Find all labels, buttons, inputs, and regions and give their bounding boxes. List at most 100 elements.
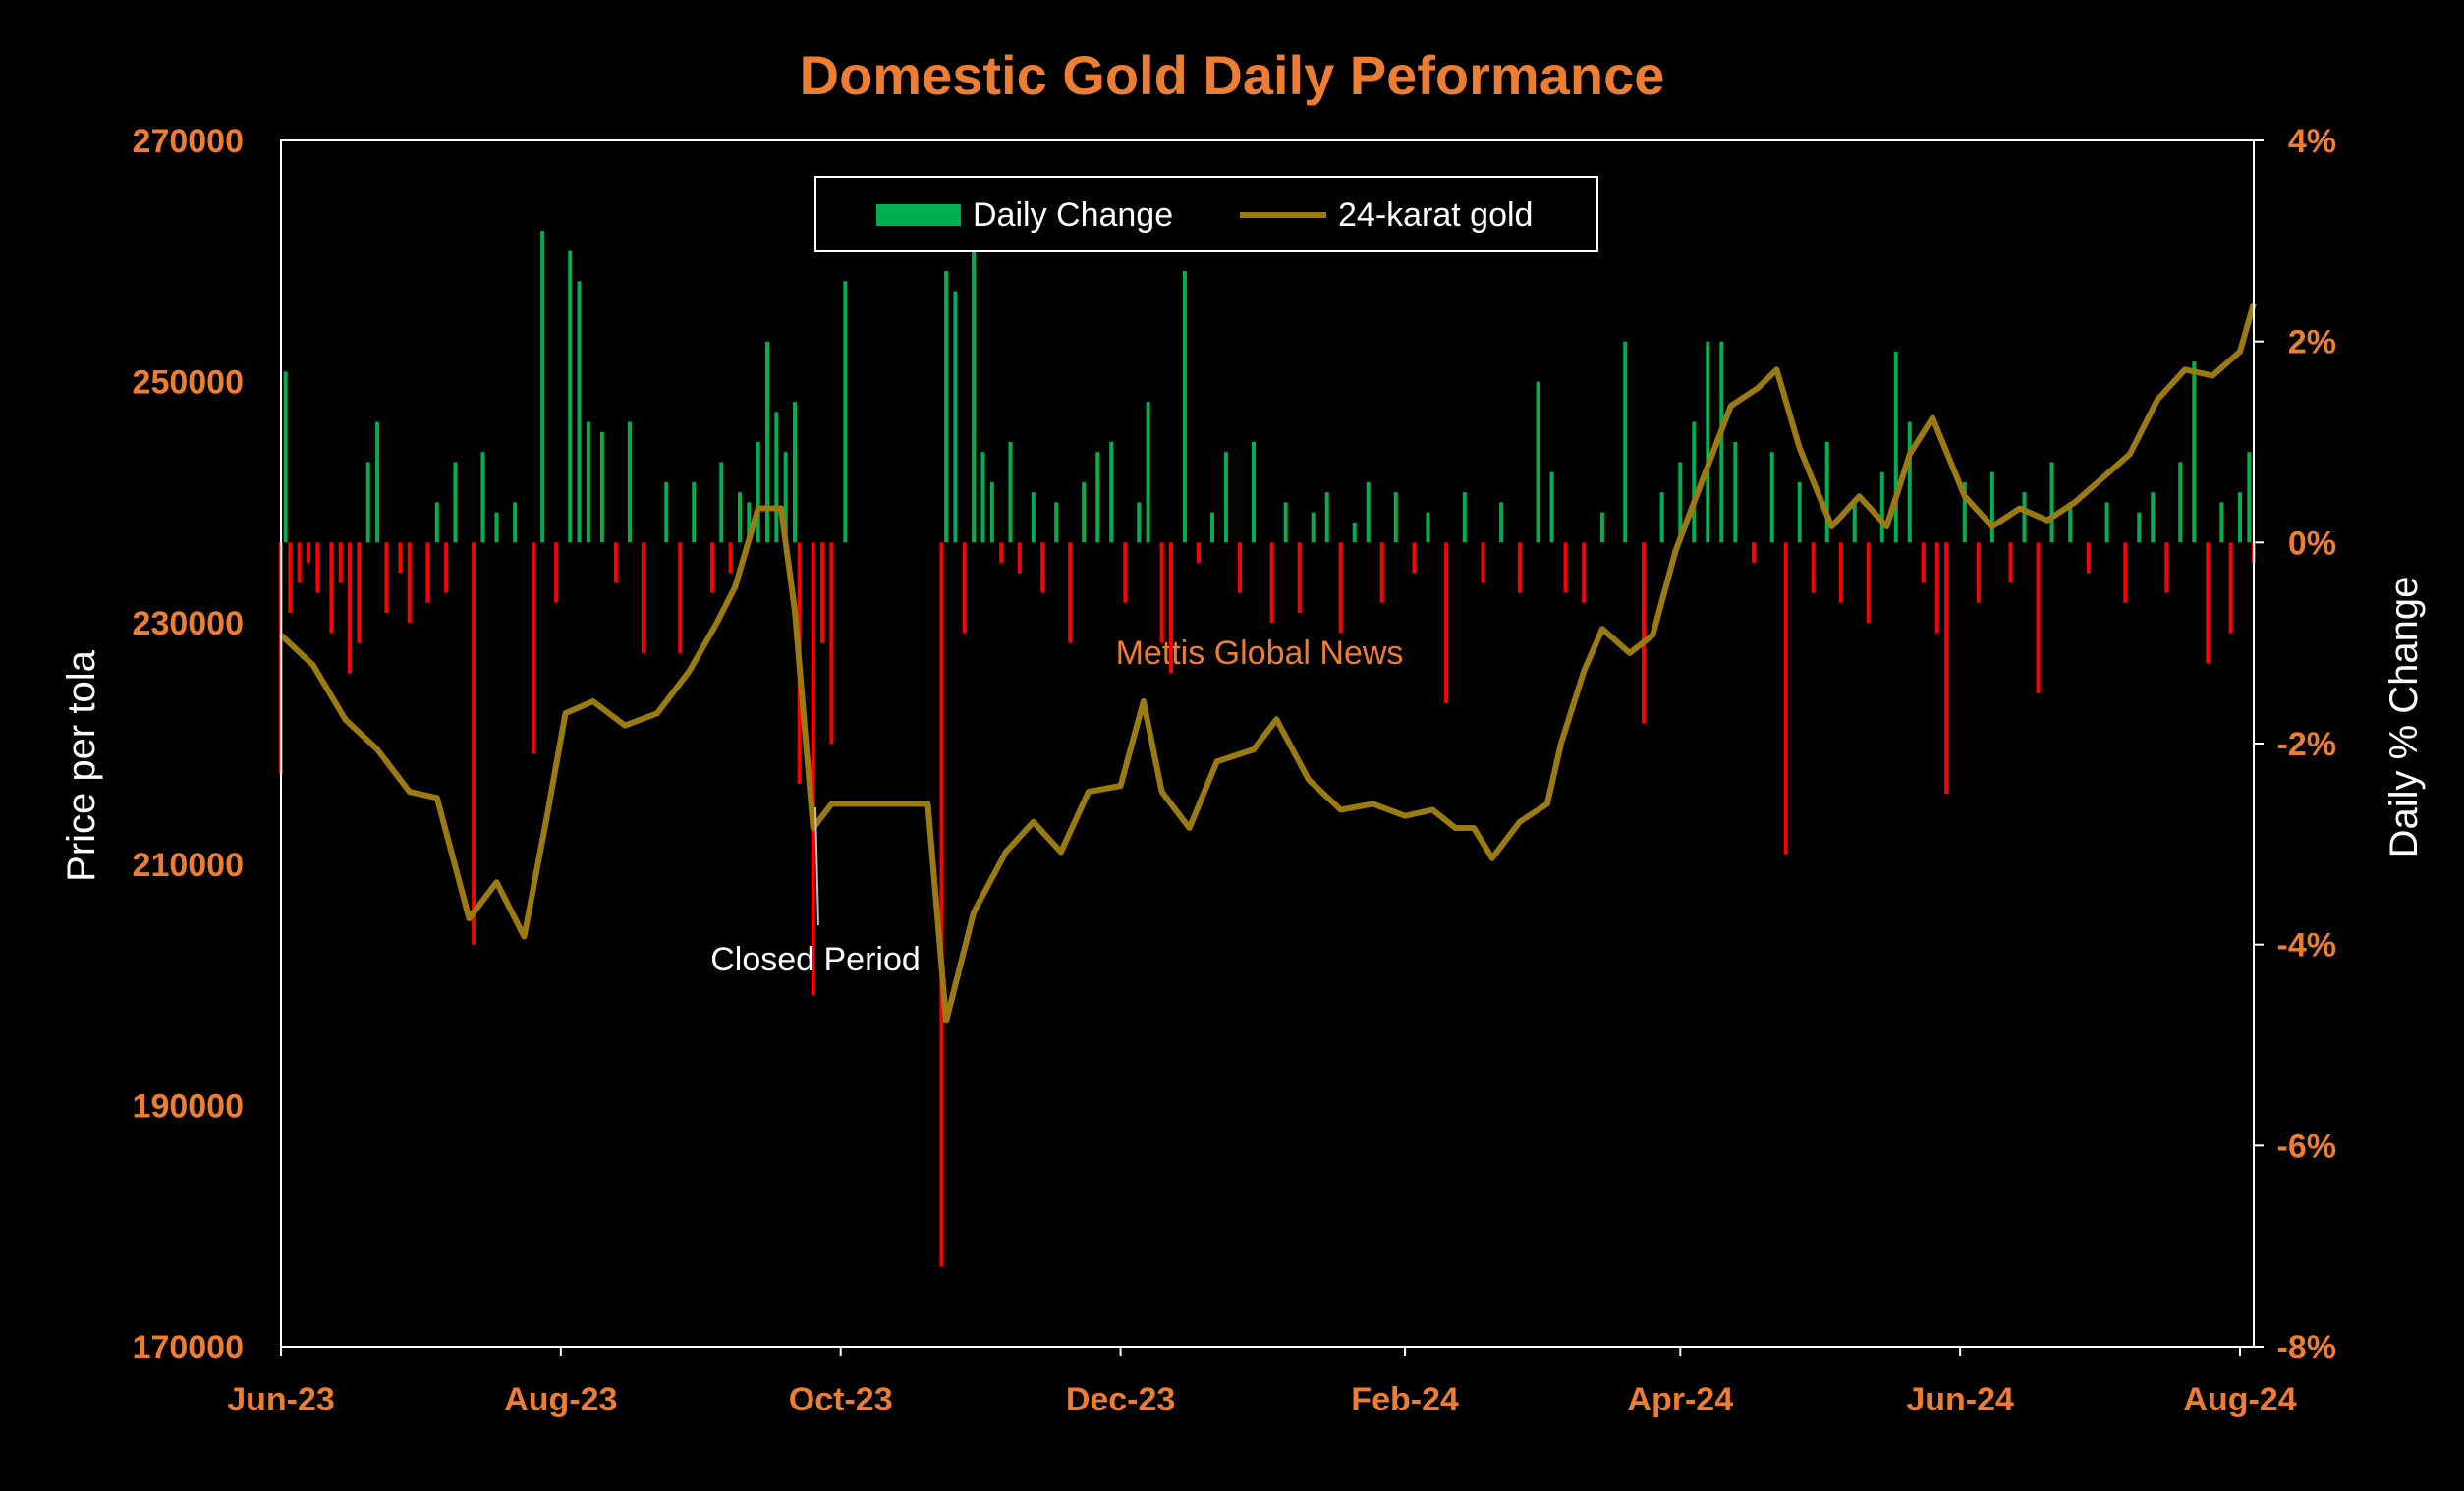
daily-change-bar (554, 542, 559, 603)
closed-period-leader (814, 806, 819, 926)
daily-change-bar (989, 481, 994, 543)
chart-title: Domestic Gold Daily Peformance (800, 44, 1665, 106)
daily-change-bar (613, 542, 618, 583)
x-tick-label: Jun-24 (1906, 1381, 2014, 1418)
daily-change-bar (756, 442, 760, 543)
daily-change-bar (709, 542, 714, 593)
daily-change-bar (692, 481, 697, 543)
daily-change-bar (472, 542, 476, 945)
daily-change-bar (1641, 542, 1646, 724)
left-tick-label: 270000 (133, 123, 244, 160)
daily-change-bar (1196, 542, 1201, 563)
daily-change-bar (357, 542, 362, 643)
daily-change-bar (425, 542, 430, 603)
daily-change-bar (2178, 462, 2183, 543)
daily-change-bar (1962, 481, 1967, 543)
daily-change-bar (434, 502, 439, 543)
daily-change-bar (999, 542, 1004, 563)
left-axis-label: Price per tola (60, 649, 103, 881)
daily-change-bar (1223, 452, 1228, 543)
daily-change-bar (384, 542, 389, 613)
closed-period-annotation: Closed Period (710, 941, 921, 978)
daily-change-bar (2068, 502, 2073, 543)
daily-change-bar (1054, 502, 1059, 543)
right-tick-label: 0% (2288, 525, 2336, 562)
daily-change-bar (1209, 512, 1214, 543)
daily-change-bar (944, 271, 949, 543)
daily-change-bar (793, 402, 798, 543)
daily-change-bar (1251, 442, 1256, 543)
daily-change-bar (641, 542, 645, 653)
daily-change-bar (1893, 351, 1898, 543)
daily-change-bar (407, 542, 412, 624)
right-tick-label: -4% (2277, 927, 2336, 965)
daily-change-bar (2137, 512, 2142, 543)
daily-change-bar (1692, 421, 1697, 543)
daily-change-bar (1311, 512, 1316, 543)
left-tick-label: 170000 (133, 1329, 244, 1366)
daily-change-bar (1811, 542, 1816, 593)
daily-change-bar (1517, 542, 1522, 593)
daily-change-bar (1283, 502, 1288, 543)
daily-change-bar (283, 371, 288, 543)
daily-change-bar (747, 502, 752, 543)
legend-label-daily-change: Daily Change (973, 196, 1173, 234)
daily-change-bar (1944, 542, 1949, 795)
daily-change-bar (1109, 442, 1114, 543)
daily-change-bar (1659, 492, 1664, 543)
left-tick-label: 190000 (133, 1087, 244, 1125)
daily-change-bar (939, 542, 944, 1267)
daily-change-bar (288, 542, 293, 613)
left-tick-label: 230000 (133, 605, 244, 642)
daily-change-bar (531, 542, 535, 754)
daily-change-bar (540, 231, 545, 543)
left-tick-label: 210000 (133, 847, 244, 884)
x-tick-label: Jun-23 (227, 1381, 335, 1418)
daily-change-bar (1393, 492, 1398, 543)
daily-change-bar (1168, 542, 1173, 674)
x-tick-label: Aug-24 (2183, 1381, 2296, 1418)
x-tick-label: Aug-23 (504, 1381, 617, 1418)
daily-change-bar (1719, 341, 1724, 543)
daily-change-bar (719, 462, 724, 543)
right-axis-ticks: 4% 2% 0% -2% -4% -6% -8% (2254, 123, 2336, 1366)
daily-change-bar (2219, 502, 2224, 543)
daily-change-bar (1989, 471, 1994, 543)
right-tick-label: -2% (2277, 726, 2336, 763)
daily-change-bar (1599, 512, 1604, 543)
daily-change-bar (664, 481, 669, 543)
daily-change-bar (365, 462, 370, 543)
daily-change-bar (453, 462, 458, 543)
daily-change-bar (1068, 542, 1073, 643)
daily-change-bar (811, 542, 815, 995)
daily-change-bar (1623, 341, 1628, 543)
daily-change-bar (1412, 542, 1417, 574)
daily-change-bar (829, 542, 834, 744)
daily-change-bar (307, 542, 311, 563)
daily-change-bar (1324, 492, 1329, 543)
right-axis-label: Daily % Change (2382, 577, 2426, 858)
daily-change-bar (577, 281, 582, 543)
daily-change-bar (2228, 542, 2233, 634)
daily-change-bar (1499, 502, 1504, 543)
daily-change-bar (2104, 502, 2109, 543)
daily-change-bar (1095, 452, 1100, 543)
daily-change-bar (1481, 542, 1485, 583)
daily-change-bar (2008, 542, 2013, 583)
daily-change-bar (1182, 271, 1187, 543)
daily-change-bar (1733, 442, 1738, 543)
daily-change-bar (1017, 542, 1022, 574)
daily-change-bar (627, 421, 632, 543)
daily-change-bar (2151, 492, 2156, 543)
daily-change-bar (1366, 481, 1371, 543)
daily-change-bar (820, 542, 825, 643)
daily-change-bar (1536, 381, 1540, 543)
daily-change-bar (1237, 542, 1242, 593)
daily-change-bar (774, 412, 779, 543)
daily-change-bar (1426, 512, 1430, 543)
daily-change-bar (568, 250, 573, 543)
daily-change-bar (1549, 471, 1554, 543)
daily-change-bar (1879, 471, 1884, 543)
daily-change-bar (586, 421, 590, 543)
daily-change-bar (1352, 522, 1357, 543)
